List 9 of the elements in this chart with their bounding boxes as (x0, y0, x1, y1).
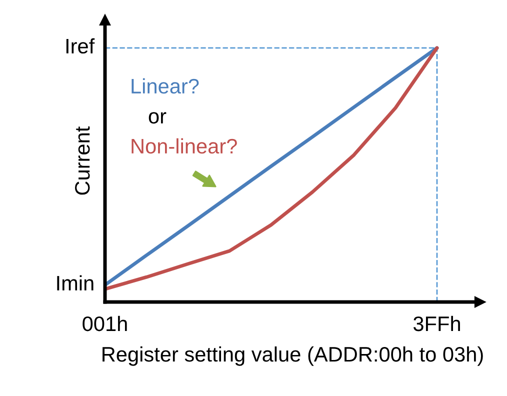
annotation: Imin (57, 275, 94, 290)
text: Non-linear? (132, 138, 237, 154)
x-tick-label: 3FFh (413, 316, 460, 332)
ref-line-label: Iref (66, 38, 95, 54)
text: Linear? (132, 78, 199, 94)
x-axis-title: Register setting value (ADDR:00h to 03h) (102, 346, 483, 366)
y-axis-title: Current (75, 126, 90, 195)
x-tick-label: 001h (82, 316, 127, 332)
annotation: or (148, 112, 166, 124)
